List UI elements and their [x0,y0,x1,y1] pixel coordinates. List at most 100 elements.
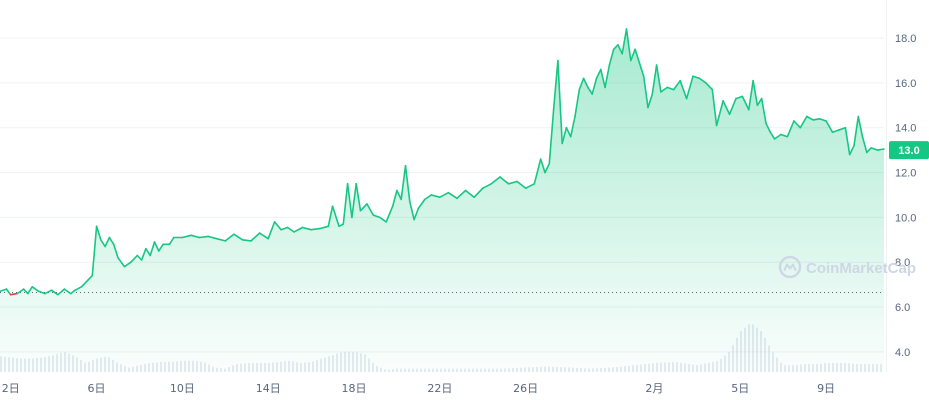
price-segment [651,64,658,95]
y-tick-label: 18.0 [895,33,916,45]
price-segment [280,226,289,231]
price-segment [456,189,467,200]
price-segment [181,234,192,239]
price-segment [104,236,111,248]
price-segment [857,115,864,138]
price-segment [705,82,714,91]
price-line [0,28,885,296]
y-tick-label: 6.0 [895,302,910,314]
price-segment [679,79,688,100]
price-segment [692,75,701,80]
price-segment [355,183,362,212]
price-segment [117,256,126,268]
price-segment [773,133,782,140]
price-segment [140,247,147,261]
y-tick-label: 14.0 [895,123,916,135]
price-segment [153,241,160,252]
price-segment [123,261,132,268]
price-segment [215,237,227,242]
price-segment [310,227,321,231]
price-segment [359,203,368,212]
y-tick-label: 4.0 [895,347,910,359]
price-segment [273,221,282,231]
price-segment [760,97,767,125]
price-segment [0,288,8,293]
price-segment [539,158,546,174]
price-segment [557,59,564,145]
x-tick-label: 5日 [731,382,749,395]
price-segment [655,64,662,93]
price-segment [57,288,66,296]
price-segment [267,221,276,240]
price-segment [524,183,536,189]
current-price-badge: 13.0 [889,141,929,160]
price-segment [318,225,330,230]
price-segment [207,235,218,240]
price-segment [582,77,589,89]
price-segment [844,126,851,156]
price-segment [91,225,98,277]
price-segment [507,180,518,185]
price-segment [430,194,441,198]
watermark-text: CoinMarketCap [806,260,916,277]
price-segment [735,95,744,100]
price-segment [108,236,115,246]
price-segment [224,233,235,242]
x-tick-label: 2日 [2,382,20,395]
price-segment [853,115,860,147]
price-segment [404,165,411,203]
price-segment [599,68,606,89]
price-segment [286,226,295,233]
price-segment [327,205,334,228]
current-price-badge-bg [889,141,929,160]
price-segment [793,120,802,129]
price-segment [747,79,754,111]
x-tick-label: 26日 [513,382,538,395]
price-segment [647,93,654,109]
y-tick-label: 8.0 [895,257,910,269]
y-tick-label: 16.0 [895,78,916,90]
price-segment [561,126,568,145]
price-segment [396,189,403,201]
price-segment [372,214,381,219]
price-segment [490,176,501,185]
price-segment [769,131,776,140]
price-segment [698,77,707,84]
coinmarketcap-logo-icon [778,255,802,279]
y-tick-label: 10.0 [895,212,916,224]
price-segment [439,191,450,198]
price-segment [130,254,139,264]
price-segment [752,79,759,107]
price-segment [805,115,815,121]
price-segment [464,189,476,198]
price-segment [831,129,840,133]
price-segment [80,279,89,288]
price-segment [198,235,209,239]
y-tick-label: 12.0 [895,168,916,180]
price-segment [544,162,551,174]
price-segment [608,48,615,66]
price-segment [642,75,649,109]
price-segment [533,158,542,185]
watermark: CoinMarketCap [778,255,916,279]
price-segment [604,64,611,89]
price-segment [728,97,737,116]
price-segment [715,100,724,127]
price-segment [366,203,375,216]
price-segment [825,120,834,133]
price-segment [548,109,555,165]
price-segment [552,59,559,111]
price-segment [70,289,76,295]
price-segment [417,198,426,210]
price-segment [812,118,821,121]
price-segment [865,147,872,154]
price-segment [87,274,94,281]
price-segment [685,75,694,100]
price-segment [838,126,847,131]
price-segment [799,115,808,129]
price-segment [408,200,415,221]
price-segment [338,223,345,228]
price-segment [241,239,252,242]
price-segment [5,288,12,296]
